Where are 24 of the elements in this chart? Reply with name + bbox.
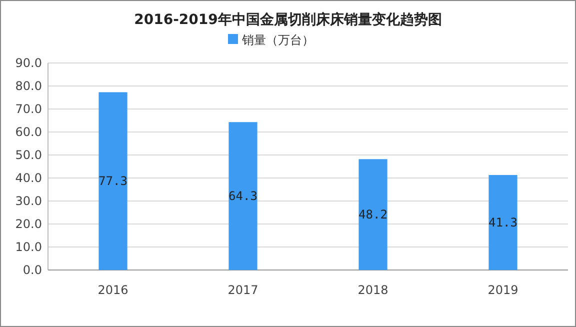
y-tick-label: 50.0 — [15, 148, 42, 162]
chart-title: 2016-2019年中国金属切削床床销量变化趋势图 — [134, 11, 442, 28]
legend-label: 销量（万台） — [241, 33, 314, 47]
bar — [98, 92, 128, 270]
data-label: 77.3 — [98, 174, 128, 188]
data-label: 48.2 — [358, 208, 388, 222]
x-tick-label: 2019 — [488, 283, 518, 297]
data-label: 41.3 — [488, 216, 518, 230]
bar — [358, 159, 388, 270]
y-tick-label: 20.0 — [15, 217, 42, 231]
x-tick-label: 2018 — [358, 283, 388, 297]
y-tick-label: 80.0 — [15, 79, 42, 93]
x-tick-label: 2016 — [98, 283, 128, 297]
y-tick-label: 70.0 — [15, 102, 42, 116]
y-tick-label: 40.0 — [15, 171, 42, 185]
bar — [228, 122, 258, 270]
x-tick-label: 2017 — [228, 283, 258, 297]
y-tick-label: 90.0 — [15, 56, 42, 70]
y-tick-label: 0.0 — [22, 263, 42, 277]
y-tick-label: 30.0 — [15, 194, 42, 208]
data-label: 64.3 — [228, 189, 258, 204]
y-tick-label: 60.0 — [15, 125, 42, 139]
bar — [488, 175, 518, 270]
y-tick-label: 10.0 — [15, 240, 42, 254]
